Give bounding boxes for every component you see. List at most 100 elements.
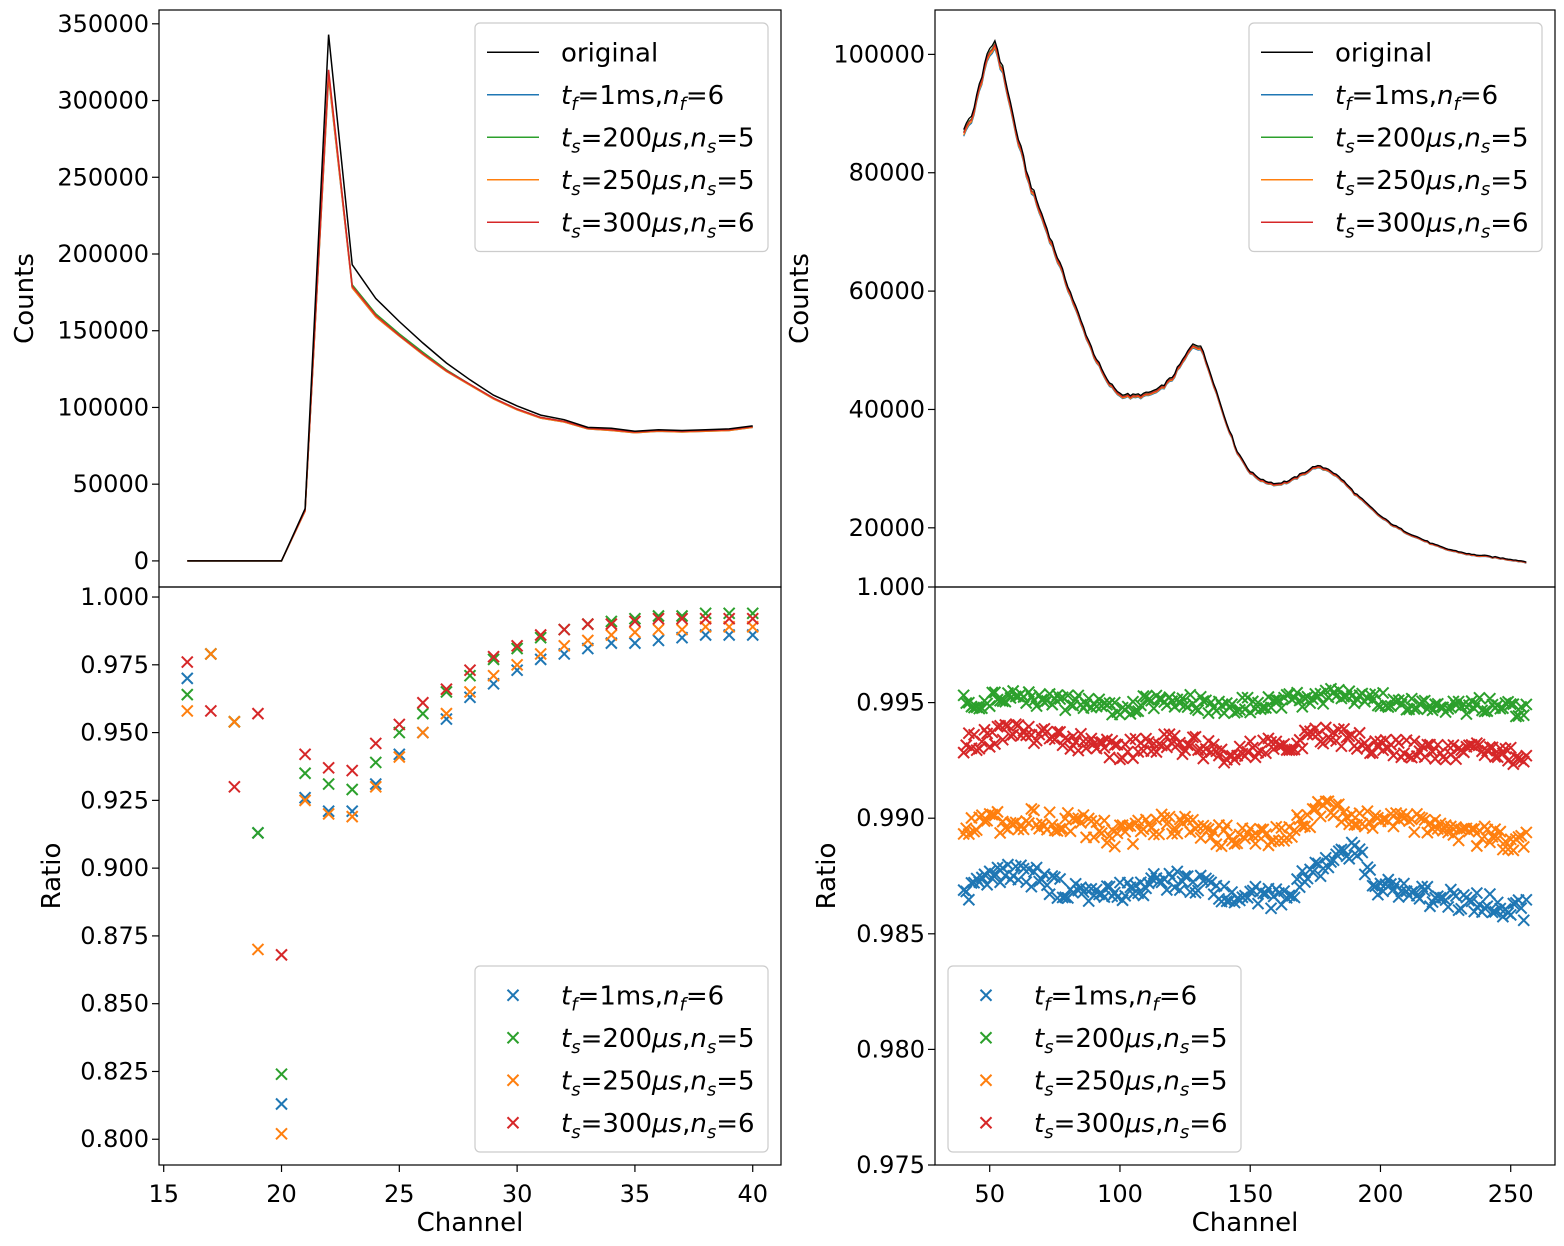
br-point bbox=[999, 718, 1012, 732]
br-point bbox=[1309, 802, 1322, 816]
br-point bbox=[1491, 832, 1504, 845]
br-point bbox=[1465, 895, 1478, 908]
tl-legend: original tf=1ms,nf=6 ts=200μs,ns=5 ts=250μs… bbox=[474, 22, 769, 253]
tl-ytick-label: 200000 bbox=[57, 240, 149, 268]
bl-point bbox=[440, 682, 453, 696]
br-point bbox=[1488, 750, 1502, 763]
bl-point bbox=[487, 653, 500, 666]
br-legend-box bbox=[947, 965, 1242, 1153]
br-point bbox=[1387, 749, 1400, 762]
br-point bbox=[1259, 828, 1273, 841]
br-point bbox=[1452, 834, 1465, 847]
bl-point bbox=[722, 607, 736, 620]
tr-ytick-label: 60000 bbox=[849, 277, 925, 305]
bl-point bbox=[181, 688, 194, 701]
br-point bbox=[1517, 914, 1530, 927]
tl-ytick-label: 0 bbox=[134, 547, 149, 575]
br-point bbox=[1066, 812, 1080, 825]
br-point bbox=[1207, 738, 1220, 751]
bl-point bbox=[746, 612, 759, 625]
br-legend-marker bbox=[979, 1031, 993, 1044]
bl-ylabel: Ratio bbox=[37, 843, 67, 910]
bl-point bbox=[393, 718, 406, 731]
br-point bbox=[1233, 703, 1246, 717]
br-point bbox=[1233, 740, 1246, 753]
br-point bbox=[975, 735, 989, 748]
br-point bbox=[1022, 720, 1035, 733]
bl-xtick-label: 40 bbox=[737, 1180, 768, 1208]
br-point bbox=[1090, 700, 1103, 713]
br-ytick-label: 0.975 bbox=[856, 1151, 925, 1179]
br-point bbox=[1270, 693, 1283, 707]
tl-legend-box bbox=[474, 22, 769, 253]
bl-point bbox=[746, 607, 759, 620]
br-point bbox=[973, 742, 986, 755]
bl-ytick-label: 0.975 bbox=[80, 651, 149, 679]
br-point bbox=[1475, 832, 1489, 845]
legend-label: ts=300μs,ns=6 bbox=[561, 1109, 755, 1143]
bl-point bbox=[275, 1127, 288, 1141]
bl-point bbox=[181, 655, 194, 669]
legend-label: ts=250μs,ns=5 bbox=[1034, 1066, 1228, 1100]
br-point bbox=[1517, 840, 1530, 854]
br-point bbox=[1103, 751, 1116, 764]
br-point bbox=[1215, 743, 1228, 756]
br-point bbox=[1108, 696, 1121, 709]
legend-label: ts=250μs,ns=5 bbox=[561, 1066, 755, 1100]
br-point bbox=[1103, 829, 1116, 843]
bl-point bbox=[652, 609, 665, 623]
bl-point bbox=[534, 647, 547, 661]
bl-point bbox=[416, 726, 430, 739]
bl-point bbox=[487, 669, 500, 682]
bl-point bbox=[440, 685, 453, 699]
bl-point bbox=[181, 704, 194, 718]
bl-point bbox=[487, 650, 500, 663]
bl-point bbox=[204, 647, 218, 661]
tl-ytick-label: 250000 bbox=[57, 163, 149, 191]
br-point bbox=[1121, 820, 1134, 833]
br-point bbox=[1520, 826, 1533, 839]
br-point bbox=[1134, 699, 1148, 712]
bl-point bbox=[228, 780, 241, 794]
br-point bbox=[1504, 833, 1517, 846]
bl-point bbox=[605, 617, 618, 631]
bl-point bbox=[440, 707, 453, 720]
br-point bbox=[1337, 722, 1351, 736]
bl-point bbox=[204, 704, 218, 718]
tr-ytick-label: 20000 bbox=[849, 514, 925, 542]
bl-point bbox=[369, 777, 382, 791]
br-point bbox=[1186, 875, 1200, 889]
br-point bbox=[1228, 837, 1241, 851]
bl-point bbox=[181, 672, 194, 685]
bl-legend-marker bbox=[506, 1074, 520, 1087]
br-point bbox=[960, 696, 973, 710]
br-point bbox=[1470, 839, 1484, 853]
bl-ytick-label: 0.925 bbox=[80, 786, 149, 814]
br-point bbox=[996, 733, 1009, 746]
bl-point bbox=[369, 737, 382, 750]
br-point bbox=[1244, 735, 1257, 748]
br-point bbox=[1421, 738, 1434, 751]
br-point bbox=[1267, 833, 1280, 847]
bl-point bbox=[345, 783, 359, 796]
legend-label: ts=200μs,ns=5 bbox=[1034, 1024, 1228, 1058]
tr-series-line bbox=[963, 39, 1527, 563]
br-legend-marker bbox=[979, 989, 993, 1002]
bl-point bbox=[652, 623, 665, 636]
br-point bbox=[1001, 858, 1015, 871]
br-legend-marker bbox=[979, 1116, 993, 1129]
bl-point bbox=[628, 636, 642, 650]
tr-ytick-label: 100000 bbox=[833, 40, 925, 68]
br-point bbox=[1395, 884, 1408, 898]
br-point bbox=[1356, 846, 1369, 859]
bl-point bbox=[345, 764, 359, 777]
bl-point bbox=[675, 623, 689, 636]
br-point bbox=[1056, 822, 1069, 836]
br-point bbox=[1259, 746, 1273, 760]
bl-point bbox=[510, 664, 524, 677]
br-point bbox=[1285, 830, 1299, 844]
bl-point bbox=[298, 791, 312, 804]
bl-point bbox=[228, 715, 241, 728]
legend-label: tf=1ms,nf=6 bbox=[1335, 81, 1498, 115]
